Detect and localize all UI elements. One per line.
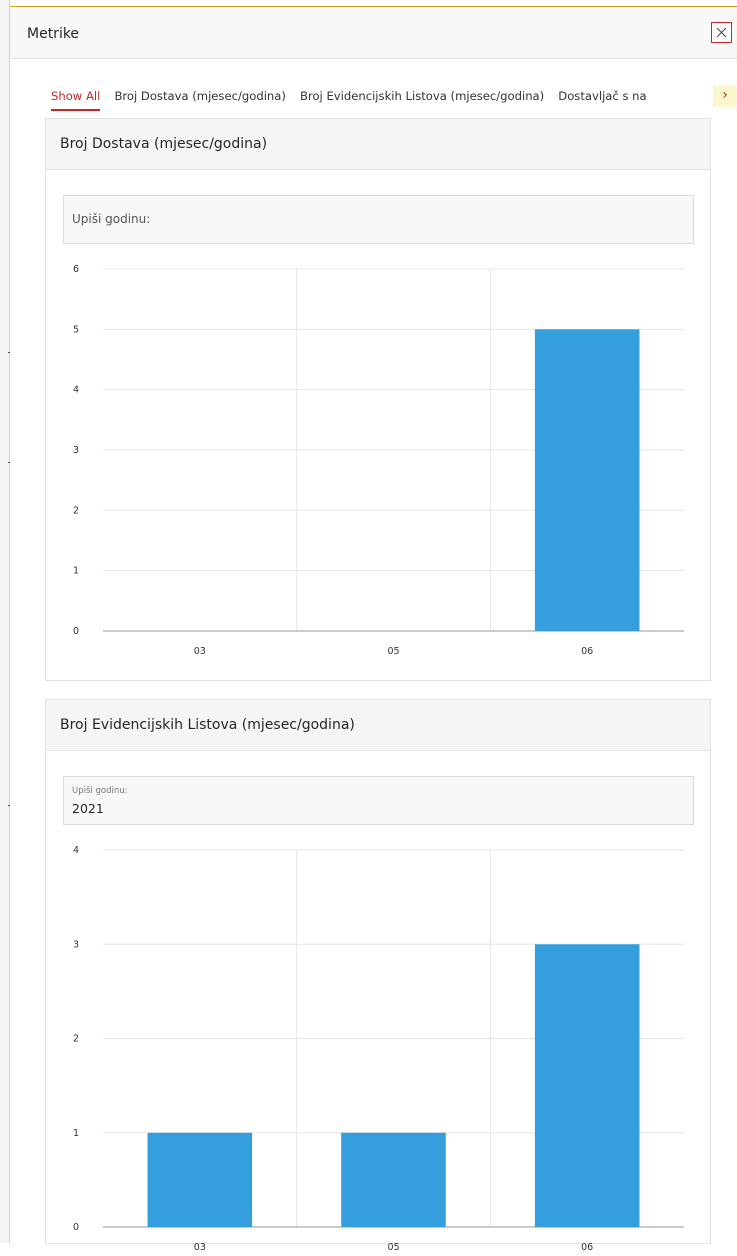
bar	[341, 1132, 446, 1227]
tab-show-all[interactable]: Show All	[51, 89, 101, 111]
year-input-value: 2021	[72, 801, 104, 816]
tab-scroll-right-button[interactable]: ›	[713, 85, 737, 107]
x-tick-label: 05	[387, 646, 399, 657]
x-tick-label: 06	[581, 1242, 593, 1253]
y-tick-label: 4	[73, 385, 79, 396]
y-tick-label: 1	[73, 566, 79, 577]
close-icon	[716, 27, 727, 38]
x-tick-label: 03	[194, 1242, 206, 1253]
year-input-placeholder: Upiši godinu:	[72, 212, 151, 226]
tab-dostavljac[interactable]: Dostavljač s na	[558, 89, 647, 103]
x-tick-label: 03	[194, 646, 206, 657]
bar	[534, 944, 640, 1227]
y-tick-label: 2	[73, 505, 79, 516]
y-tick-label: 1	[73, 1128, 79, 1139]
x-tick-label: 06	[581, 646, 593, 657]
bar	[534, 329, 640, 631]
dialog-title: Metrike	[27, 26, 80, 42]
y-tick-label: 2	[73, 1034, 79, 1045]
tab-broj-evidencijskih-listova[interactable]: Broj Evidencijskih Listova (mjesec/godin…	[300, 89, 545, 103]
y-tick-label: 3	[73, 939, 79, 950]
y-tick-label: 0	[73, 626, 79, 637]
x-tick-label: 05	[387, 1242, 399, 1253]
panel-header: Broj Evidencijskih Listova (mjesec/godin…	[46, 700, 710, 751]
bar	[147, 1132, 253, 1227]
tab-bar: Show All Broj Dostava (mjesec/godina) Br…	[51, 85, 737, 117]
y-tick-label: 3	[73, 445, 79, 456]
close-button[interactable]	[711, 22, 732, 43]
year-input-label: Upiši godinu:	[72, 786, 128, 796]
tab-broj-dostava[interactable]: Broj Dostava (mjesec/godina)	[114, 89, 286, 103]
y-tick-label: 5	[73, 324, 79, 335]
chevron-right-icon: ›	[722, 87, 728, 103]
y-tick-label: 6	[73, 264, 79, 275]
panel-broj-evidencijskih-listova: Broj Evidencijskih Listova (mjesec/godin…	[45, 699, 711, 1253]
bar-chart-broj-evidencijskih-listova: 0 1 2 3 4 03 05 06	[73, 845, 684, 1253]
year-input-field[interactable]: Upiši godinu:	[63, 195, 694, 244]
background-page-edge	[0, 0, 12, 1243]
year-input-field[interactable]: Upiši godinu: 2021	[63, 776, 694, 825]
y-tick-label: 0	[73, 1222, 79, 1233]
panel-header: Broj Dostava (mjesec/godina)	[46, 119, 710, 170]
dialog-titlebar: Metrike	[10, 7, 737, 59]
metrics-dialog: Metrike Show All Broj Dostava (mjesec/go…	[10, 6, 737, 1253]
y-tick-label: 4	[73, 845, 79, 856]
panel-broj-dostava: Broj Dostava (mjesec/godina) Upiši godin…	[45, 118, 711, 681]
bar-chart-broj-dostava: 0 1 2 3 4 5 6 03 05 06	[73, 264, 684, 657]
